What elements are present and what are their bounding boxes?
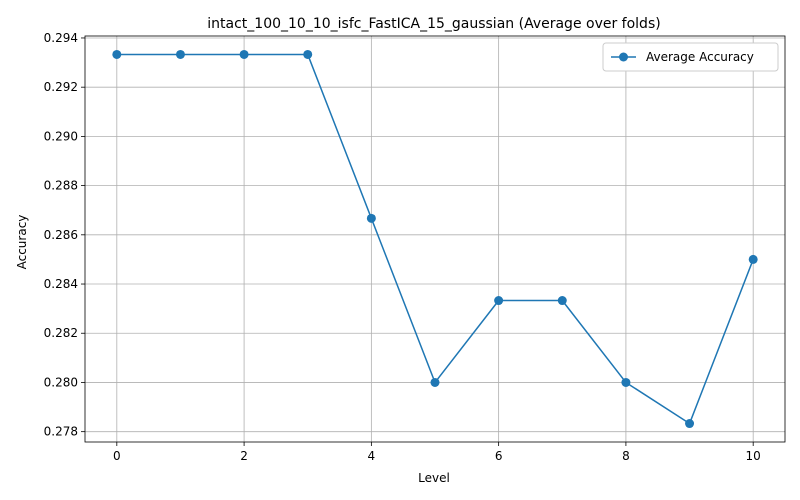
x-axis-ticks: 0 2 4 6 8 10 [113,442,761,463]
data-point [303,49,313,59]
x-axis-label: Level [418,471,450,485]
data-point [748,254,758,264]
y-tick-label: 0.290 [44,129,78,143]
y-axis-label: Accuracy [15,215,29,270]
x-tick-label: 10 [746,449,761,463]
y-axis-ticks: 0.278 0.280 0.282 0.284 0.286 0.288 0.290 0.292… [44,31,85,439]
data-point [494,296,504,306]
y-tick-label: 0.286 [44,228,78,242]
plot-frame [84,35,786,443]
x-tick-label: 4 [368,449,376,463]
x-tick-label: 2 [240,449,248,463]
axes [84,35,786,443]
data-point [112,49,122,59]
legend-box [602,42,779,72]
data-point [366,213,376,223]
y-tick-label: 0.280 [44,375,78,389]
data-point [685,419,695,429]
y-tick-label: 0.288 [44,179,78,193]
data-point [175,49,185,59]
data-point [621,377,631,387]
data-point [430,377,440,387]
y-tick-label: 0.292 [44,80,78,94]
data-point [239,49,249,59]
x-tick-label: 8 [622,449,630,463]
y-tick-label: 0.278 [44,425,78,439]
y-tick-label: 0.282 [44,326,78,340]
x-tick-label: 6 [495,449,503,463]
grid-lines [85,36,785,442]
data-point [557,296,567,306]
x-tick-label: 0 [113,449,121,463]
legend-label: Average Accuracy [646,50,754,64]
legend: Average Accuracy [602,42,779,72]
data-series [112,49,758,429]
y-tick-label: 0.294 [44,31,78,45]
y-tick-label: 0.284 [44,277,78,291]
legend-marker-swatch [619,52,628,62]
chart-title: intact_100_10_10_isfc_FastICA_15_gaussia… [207,16,660,32]
